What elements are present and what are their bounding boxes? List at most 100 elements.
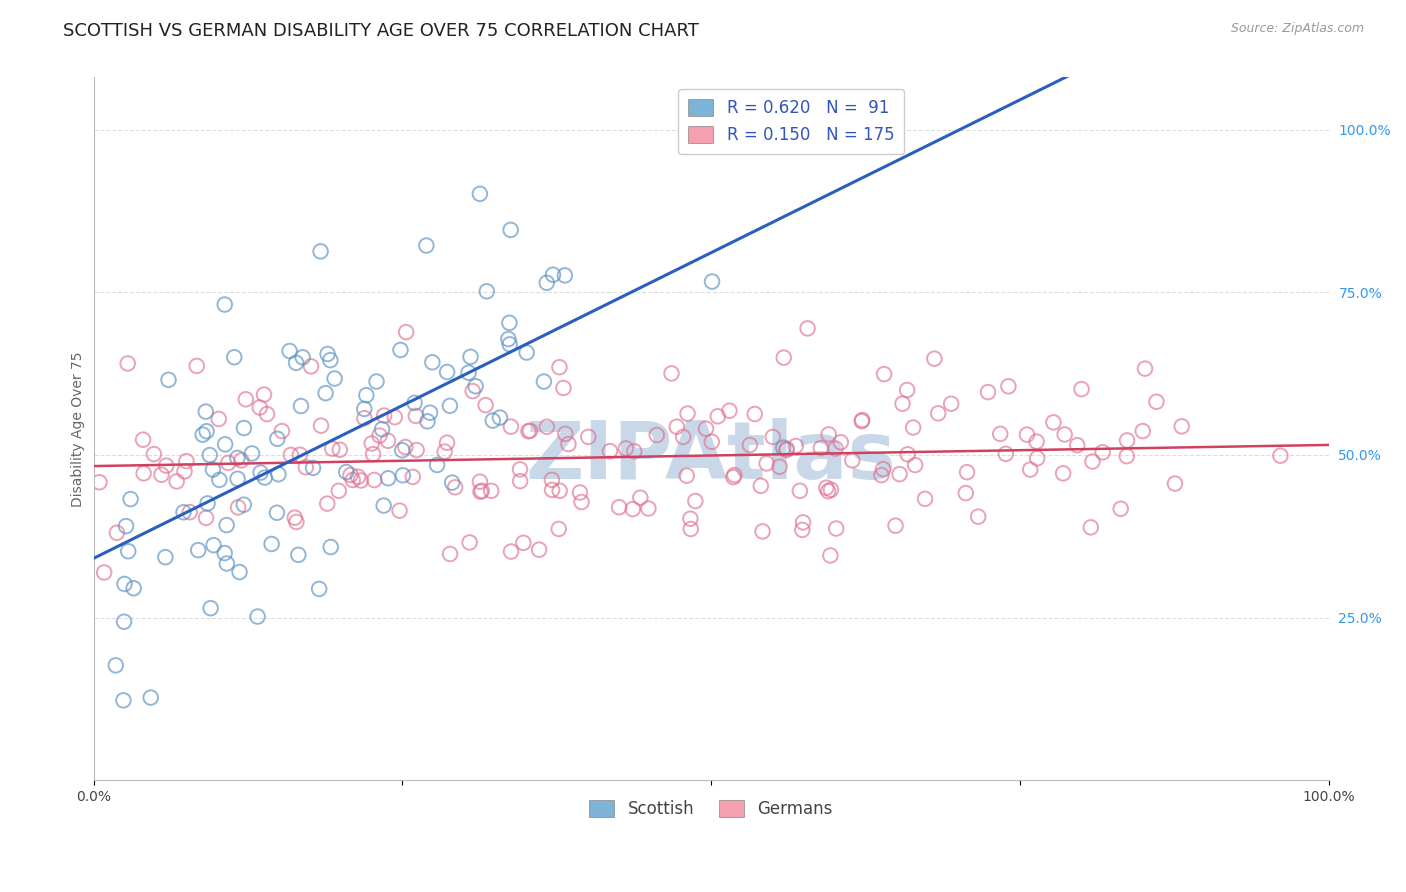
Point xyxy=(873,367,896,381)
Point xyxy=(150,467,173,482)
Point xyxy=(509,474,531,488)
Point xyxy=(830,435,852,450)
Point xyxy=(1025,434,1047,449)
Point xyxy=(614,442,637,456)
Point xyxy=(607,500,630,515)
Point xyxy=(672,430,695,444)
Point xyxy=(115,519,138,533)
Point xyxy=(723,468,745,483)
Point xyxy=(817,427,839,442)
Point xyxy=(468,186,491,201)
Point xyxy=(404,396,426,410)
Point xyxy=(89,475,111,490)
Point xyxy=(249,466,271,480)
Point xyxy=(215,557,238,571)
Point xyxy=(645,428,668,442)
Point xyxy=(872,462,894,476)
Point xyxy=(628,491,651,505)
Point xyxy=(426,458,449,472)
Point xyxy=(810,441,832,455)
Point xyxy=(468,475,491,489)
Point xyxy=(825,522,848,536)
Point xyxy=(197,496,219,510)
Point xyxy=(240,446,263,460)
Point xyxy=(366,375,388,389)
Point xyxy=(329,442,352,457)
Point xyxy=(621,502,644,516)
Point xyxy=(214,437,236,451)
Point xyxy=(661,367,683,381)
Point xyxy=(679,511,702,525)
Point xyxy=(977,385,1000,400)
Point xyxy=(700,434,723,449)
Point xyxy=(373,499,395,513)
Point xyxy=(284,510,307,524)
Point xyxy=(439,399,461,413)
Point xyxy=(1116,434,1139,448)
Point xyxy=(195,511,218,525)
Point xyxy=(554,268,576,283)
Point xyxy=(1133,361,1156,376)
Point xyxy=(676,407,699,421)
Point xyxy=(117,544,139,558)
Point xyxy=(548,360,571,375)
Point xyxy=(391,443,413,458)
Point xyxy=(475,285,498,299)
Point xyxy=(342,473,364,487)
Point xyxy=(235,392,257,407)
Point xyxy=(1026,451,1049,466)
Point xyxy=(253,387,276,401)
Point xyxy=(1132,424,1154,438)
Point xyxy=(93,566,115,580)
Point xyxy=(232,498,254,512)
Point xyxy=(851,414,873,428)
Point xyxy=(419,406,441,420)
Point xyxy=(474,398,496,412)
Point xyxy=(1109,501,1132,516)
Point xyxy=(198,448,221,462)
Point xyxy=(489,410,512,425)
Point xyxy=(889,467,911,482)
Point xyxy=(139,690,162,705)
Point xyxy=(1081,454,1104,468)
Point xyxy=(350,474,373,488)
Point xyxy=(214,297,236,311)
Point xyxy=(173,505,195,519)
Point xyxy=(576,430,599,444)
Point xyxy=(1091,445,1114,459)
Point xyxy=(394,440,416,454)
Point xyxy=(388,503,411,517)
Point xyxy=(1170,419,1192,434)
Point xyxy=(231,453,253,467)
Legend: Scottish, Germans: Scottish, Germans xyxy=(582,793,839,825)
Point xyxy=(368,428,391,442)
Point xyxy=(132,467,155,481)
Point xyxy=(260,537,283,551)
Point xyxy=(377,471,399,485)
Point xyxy=(516,345,538,359)
Point xyxy=(415,238,437,252)
Point xyxy=(820,549,842,563)
Point xyxy=(105,525,128,540)
Point xyxy=(323,371,346,385)
Point xyxy=(405,443,427,458)
Point xyxy=(599,444,621,458)
Point xyxy=(815,481,838,495)
Point xyxy=(353,411,375,425)
Point xyxy=(924,351,946,366)
Point xyxy=(373,409,395,423)
Point xyxy=(280,448,302,462)
Point xyxy=(316,347,339,361)
Point xyxy=(371,422,394,436)
Point xyxy=(363,473,385,487)
Point xyxy=(395,325,418,339)
Point xyxy=(195,424,218,438)
Point xyxy=(191,427,214,442)
Point xyxy=(897,447,920,461)
Point xyxy=(319,540,342,554)
Point xyxy=(471,483,494,498)
Point xyxy=(271,424,294,438)
Point xyxy=(997,379,1019,393)
Point xyxy=(433,444,456,458)
Point xyxy=(568,485,591,500)
